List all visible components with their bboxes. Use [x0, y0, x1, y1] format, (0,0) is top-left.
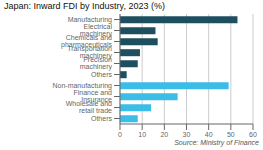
svg-text:10: 10: [138, 131, 146, 138]
svg-text:Others: Others: [91, 115, 113, 122]
svg-text:Others: Others: [91, 71, 113, 78]
svg-text:40: 40: [205, 131, 213, 138]
svg-text:Wholesale andretail trade: Wholesale andretail trade: [66, 100, 112, 114]
svg-text:60: 60: [249, 131, 255, 138]
svg-text:20: 20: [160, 131, 168, 138]
svg-text:30: 30: [183, 131, 191, 138]
svg-text:50: 50: [227, 131, 235, 138]
svg-text:0: 0: [118, 131, 122, 138]
svg-text:Precisionmachinery: Precisionmachinery: [80, 56, 113, 71]
